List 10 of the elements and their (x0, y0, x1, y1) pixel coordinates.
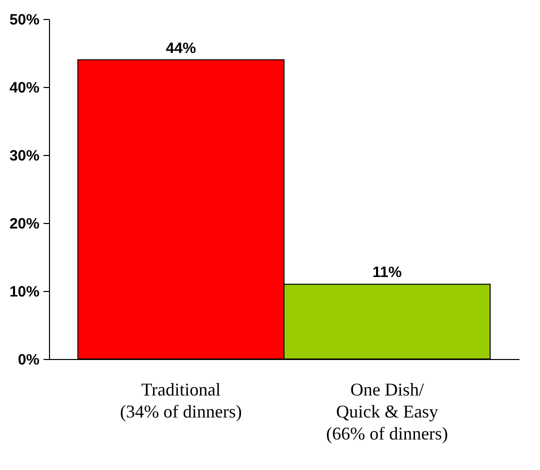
y-tick-label: 50% (9, 12, 40, 28)
y-tick-label: 10% (9, 284, 40, 300)
y-tick-label: 20% (9, 216, 40, 232)
y-tick-label: 30% (9, 148, 40, 164)
x-tick-label: Traditional (34% of dinners) (120, 380, 242, 422)
data-label: 11% (372, 264, 402, 282)
data-label: 44% (166, 40, 196, 57)
y-tick-label: 40% (9, 80, 40, 96)
y-tick-label: 0% (18, 352, 40, 368)
x-tick-label: One Dish/ Quick & Easy (66% of dinners) (326, 380, 448, 444)
